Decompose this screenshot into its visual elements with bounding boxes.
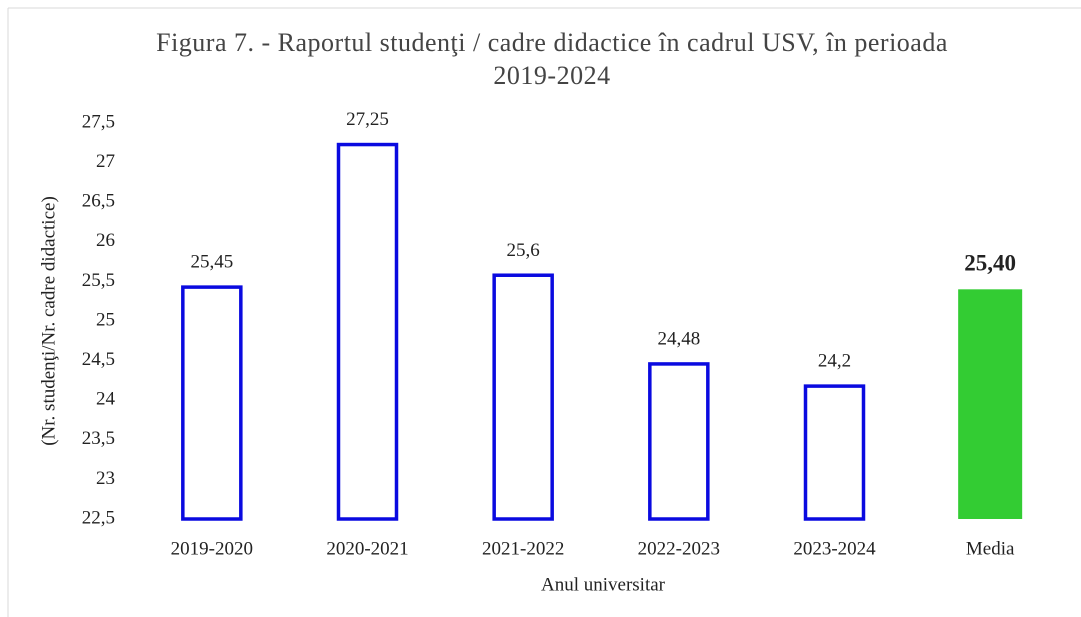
bar xyxy=(648,362,710,521)
value-label: 24,48 xyxy=(657,329,700,350)
x-axis-label: Anul universitar xyxy=(541,574,666,595)
y-tick-label: 25 xyxy=(96,309,115,330)
x-tick-label: 2022-2023 xyxy=(638,538,720,559)
y-tick-label: 27,5 xyxy=(82,111,115,132)
y-tick-label: 24,5 xyxy=(82,349,115,370)
value-label: 25,40 xyxy=(964,251,1016,276)
y-tick-label: 23 xyxy=(96,468,115,489)
x-tick-label: 2019-2020 xyxy=(171,538,253,559)
x-tick-label: 2021-2022 xyxy=(482,538,564,559)
x-tick-label: 2020-2021 xyxy=(326,538,408,559)
y-tick-label: 25,5 xyxy=(82,270,115,291)
bar xyxy=(492,273,554,521)
y-tick-label: 26 xyxy=(96,230,115,251)
x-tick-label: Media xyxy=(966,538,1015,559)
y-tick-label: 22,5 xyxy=(82,507,115,528)
y-tick-label: 26,5 xyxy=(82,191,115,212)
y-axis-label: (Nr. studenţi/Nr. cadre didactice) xyxy=(38,196,59,446)
value-label: 27,25 xyxy=(346,109,389,130)
y-tick-label: 23,5 xyxy=(82,428,115,449)
value-label: 24,2 xyxy=(818,351,851,372)
y-tick-label: 24 xyxy=(96,389,116,410)
y-tick-label: 27 xyxy=(96,151,115,172)
value-label: 25,6 xyxy=(507,240,540,261)
bar xyxy=(181,285,243,521)
x-tick-label: 2023-2024 xyxy=(793,538,876,559)
bar xyxy=(336,142,399,521)
chart-title: Figura 7. - Raportul studenţi / cadre di… xyxy=(156,28,948,90)
bar xyxy=(803,384,866,521)
bar xyxy=(958,289,1023,519)
value-label: 25,45 xyxy=(190,252,233,273)
